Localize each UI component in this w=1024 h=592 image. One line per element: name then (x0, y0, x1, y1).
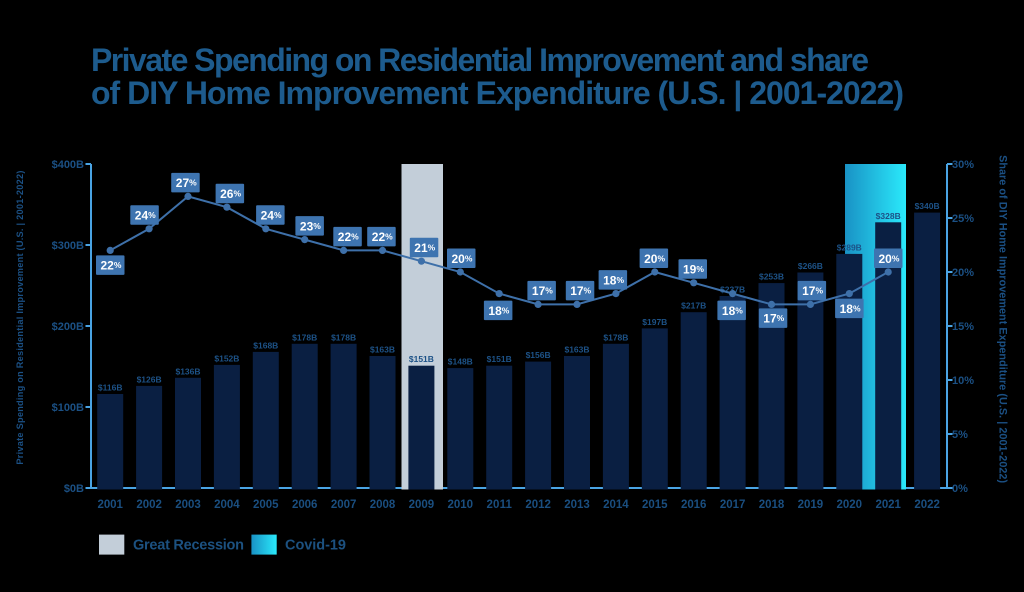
svg-text:Great Recession: Great Recession (133, 538, 244, 554)
svg-text:$253B: $253B (759, 272, 784, 282)
svg-text:$300B: $300B (52, 240, 84, 252)
svg-text:2022: 2022 (914, 499, 940, 511)
svg-text:$237B: $237B (720, 285, 745, 295)
svg-text:27%: 27% (176, 176, 197, 190)
svg-text:10%: 10% (952, 375, 974, 387)
svg-text:17%: 17% (802, 284, 823, 298)
svg-text:Private Spending on Residentia: Private Spending on Residential Improvem… (91, 42, 869, 78)
svg-text:$400B: $400B (52, 159, 84, 171)
svg-text:of DIY Home Improvement Expend: of DIY Home Improvement Expenditure (U.S… (91, 75, 904, 111)
svg-text:$289B: $289B (837, 242, 862, 252)
svg-text:$178B: $178B (331, 332, 356, 342)
svg-text:2011: 2011 (486, 499, 512, 511)
svg-text:$148B: $148B (448, 357, 473, 367)
svg-text:$197B: $197B (642, 317, 667, 327)
svg-text:20%: 20% (952, 267, 974, 279)
svg-text:5%: 5% (952, 429, 968, 441)
svg-text:17%: 17% (570, 284, 591, 298)
svg-text:17%: 17% (763, 312, 784, 326)
svg-text:2006: 2006 (292, 499, 318, 511)
svg-text:22%: 22% (372, 230, 393, 244)
svg-text:20%: 20% (452, 252, 473, 266)
svg-text:$217B: $217B (681, 301, 706, 311)
svg-text:$178B: $178B (603, 332, 628, 342)
svg-text:2002: 2002 (136, 499, 162, 511)
svg-text:$178B: $178B (292, 332, 317, 342)
svg-text:$136B: $136B (175, 366, 200, 376)
svg-text:$168B: $168B (253, 340, 278, 350)
svg-text:21%: 21% (414, 241, 435, 255)
svg-text:2012: 2012 (525, 499, 551, 511)
svg-text:24%: 24% (135, 209, 156, 223)
svg-text:$200B: $200B (52, 321, 84, 333)
svg-text:17%: 17% (532, 284, 553, 298)
svg-text:2003: 2003 (175, 499, 201, 511)
svg-text:20%: 20% (644, 252, 665, 266)
svg-text:$100B: $100B (52, 402, 84, 414)
svg-text:2016: 2016 (681, 499, 707, 511)
svg-text:18%: 18% (603, 273, 624, 287)
svg-text:2017: 2017 (720, 499, 746, 511)
svg-text:2014: 2014 (603, 499, 629, 511)
svg-text:2018: 2018 (759, 499, 785, 511)
svg-text:25%: 25% (952, 213, 974, 225)
svg-text:2007: 2007 (331, 499, 357, 511)
svg-text:$151B: $151B (409, 354, 434, 364)
svg-text:22%: 22% (338, 230, 359, 244)
svg-text:$328B: $328B (876, 211, 901, 221)
svg-text:20%: 20% (879, 252, 900, 266)
svg-text:18%: 18% (722, 304, 743, 318)
svg-text:2013: 2013 (564, 499, 590, 511)
svg-text:2020: 2020 (837, 499, 863, 511)
svg-text:2005: 2005 (253, 499, 279, 511)
svg-text:2008: 2008 (370, 499, 396, 511)
svg-text:26%: 26% (220, 187, 241, 201)
svg-text:Share of DIY Home Improvement: Share of DIY Home Improvement Expenditur… (997, 155, 1009, 483)
svg-text:24%: 24% (261, 209, 282, 223)
svg-text:18%: 18% (840, 302, 861, 316)
svg-text:18%: 18% (488, 304, 509, 318)
svg-text:$163B: $163B (564, 345, 589, 355)
svg-text:0%: 0% (952, 483, 968, 495)
svg-text:$126B: $126B (137, 374, 162, 384)
svg-text:$0B: $0B (64, 483, 84, 495)
svg-text:$163B: $163B (370, 345, 395, 355)
svg-text:2019: 2019 (798, 499, 824, 511)
svg-text:$151B: $151B (487, 354, 512, 364)
svg-text:Private Spending on Residentia: Private Spending on Residential Improvem… (15, 171, 25, 465)
svg-text:$116B: $116B (98, 383, 123, 393)
svg-text:23%: 23% (300, 219, 321, 233)
svg-text:2001: 2001 (97, 499, 123, 511)
svg-text:2021: 2021 (875, 499, 901, 511)
svg-text:$156B: $156B (526, 350, 551, 360)
svg-text:15%: 15% (952, 321, 974, 333)
svg-text:2010: 2010 (448, 499, 474, 511)
svg-text:22%: 22% (101, 259, 122, 273)
svg-text:$266B: $266B (798, 261, 823, 271)
svg-text:30%: 30% (952, 159, 974, 171)
svg-text:$152B: $152B (214, 353, 239, 363)
svg-text:2015: 2015 (642, 499, 668, 511)
svg-text:2009: 2009 (409, 499, 435, 511)
svg-text:Covid-19: Covid-19 (285, 538, 346, 554)
svg-text:19%: 19% (683, 263, 704, 277)
svg-text:2004: 2004 (214, 499, 240, 511)
svg-text:$340B: $340B (915, 201, 940, 211)
